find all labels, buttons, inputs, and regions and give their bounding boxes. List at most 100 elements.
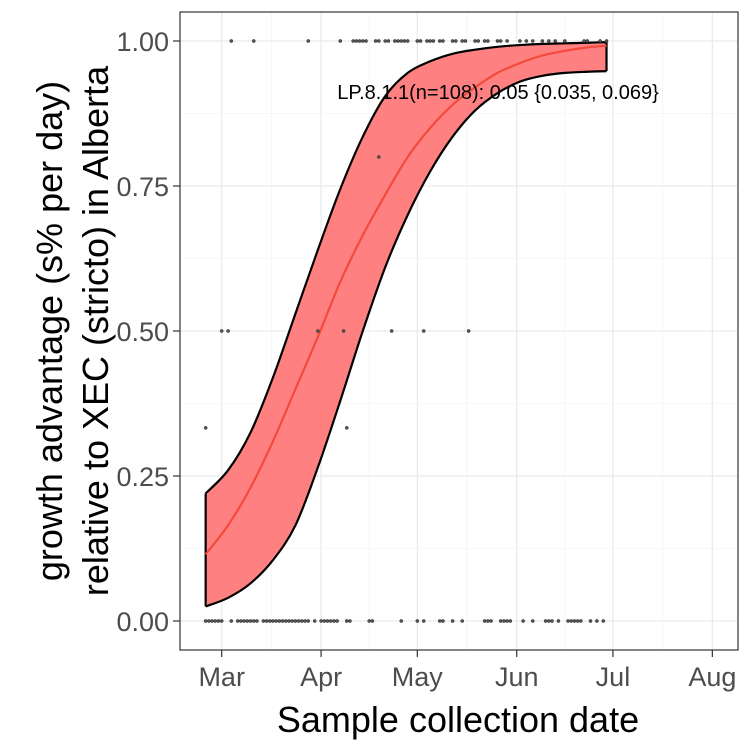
data-point xyxy=(242,619,246,623)
data-point xyxy=(235,619,240,623)
data-point xyxy=(296,619,301,623)
data-point xyxy=(386,39,391,43)
data-point xyxy=(530,619,535,623)
x-axis-title: Sample collection date xyxy=(277,699,639,740)
data-point xyxy=(566,619,570,623)
data-points xyxy=(203,39,609,623)
data-point xyxy=(546,619,551,623)
data-point xyxy=(354,39,359,43)
y-tick-label: 0.25 xyxy=(116,462,169,492)
data-point xyxy=(482,39,487,43)
data-point xyxy=(245,619,250,623)
data-point xyxy=(226,329,230,333)
data-point xyxy=(203,426,208,430)
data-point xyxy=(364,39,368,43)
data-point xyxy=(460,39,465,43)
data-point xyxy=(489,619,493,623)
data-point xyxy=(239,619,243,623)
data-point xyxy=(598,39,602,43)
y-axis: 0.00 0.25 0.50 0.75 1.00 xyxy=(116,27,180,637)
data-point xyxy=(505,619,509,623)
data-point xyxy=(521,619,525,623)
fit-line xyxy=(204,44,607,555)
data-point xyxy=(399,39,404,43)
data-point xyxy=(207,619,211,623)
data-point xyxy=(453,39,458,43)
data-point xyxy=(306,39,311,43)
data-point xyxy=(261,619,266,623)
annotation-label: LP.8.1.1(n=108): 0.05 {0.035, 0.069} xyxy=(337,82,659,104)
data-point xyxy=(213,619,218,623)
data-point xyxy=(572,619,577,623)
data-point xyxy=(518,39,522,43)
data-point xyxy=(450,39,455,43)
data-point xyxy=(396,39,400,43)
data-point xyxy=(546,39,551,43)
data-point xyxy=(306,619,311,623)
data-point xyxy=(402,39,407,43)
data-point xyxy=(482,619,487,623)
data-point xyxy=(219,619,224,623)
data-point xyxy=(341,329,346,333)
data-point xyxy=(502,619,506,623)
data-point xyxy=(332,619,336,623)
data-point xyxy=(450,619,455,623)
data-point xyxy=(508,619,513,623)
data-point xyxy=(300,619,304,623)
data-point xyxy=(267,619,272,623)
data-point xyxy=(360,39,365,43)
data-point xyxy=(357,39,362,43)
data-point xyxy=(530,39,535,43)
data-point xyxy=(393,39,397,43)
data-point xyxy=(335,619,339,623)
data-point xyxy=(319,619,323,623)
data-point xyxy=(588,619,593,623)
data-point xyxy=(473,39,477,43)
x-axis: Mar Apr May Jun Jul Aug xyxy=(198,650,736,692)
data-point xyxy=(540,39,545,43)
data-point xyxy=(383,39,388,43)
data-point xyxy=(277,619,282,623)
data-point xyxy=(418,39,423,43)
data-point xyxy=(251,619,256,623)
ribbon-upper-edge xyxy=(204,41,608,607)
data-point xyxy=(377,39,381,43)
ribbon-lower-edge xyxy=(205,70,607,608)
data-point xyxy=(437,39,442,43)
data-point xyxy=(367,619,372,623)
data-point xyxy=(601,619,606,623)
data-point xyxy=(421,619,426,623)
data-point xyxy=(585,39,590,43)
data-point xyxy=(579,619,583,623)
data-point xyxy=(543,619,548,623)
data-point xyxy=(389,329,394,333)
data-point xyxy=(373,39,378,43)
data-point xyxy=(210,619,214,623)
data-point xyxy=(271,619,275,623)
data-point xyxy=(251,39,256,43)
data-point xyxy=(287,619,291,623)
data-point xyxy=(553,39,558,43)
x-tick-label: Jun xyxy=(495,662,539,692)
data-point xyxy=(312,619,317,623)
data-point xyxy=(441,619,445,623)
data-point xyxy=(563,39,567,43)
data-point xyxy=(229,39,234,43)
data-point xyxy=(284,619,288,623)
data-point xyxy=(338,39,343,43)
data-point xyxy=(466,329,471,333)
y-axis-title-line-1: growth advantage (s% per day) xyxy=(29,81,70,581)
data-point xyxy=(351,39,355,43)
data-point xyxy=(595,619,599,623)
data-point xyxy=(569,619,574,623)
data-point xyxy=(486,619,490,623)
data-point xyxy=(255,619,259,623)
y-tick-label: 0.00 xyxy=(116,607,169,637)
data-point xyxy=(229,619,234,623)
y-tick-label: 0.75 xyxy=(116,172,169,202)
x-tick-label: Apr xyxy=(300,662,342,692)
data-point xyxy=(328,619,333,623)
data-point xyxy=(405,39,410,43)
data-point xyxy=(486,39,490,43)
data-point xyxy=(415,619,420,623)
